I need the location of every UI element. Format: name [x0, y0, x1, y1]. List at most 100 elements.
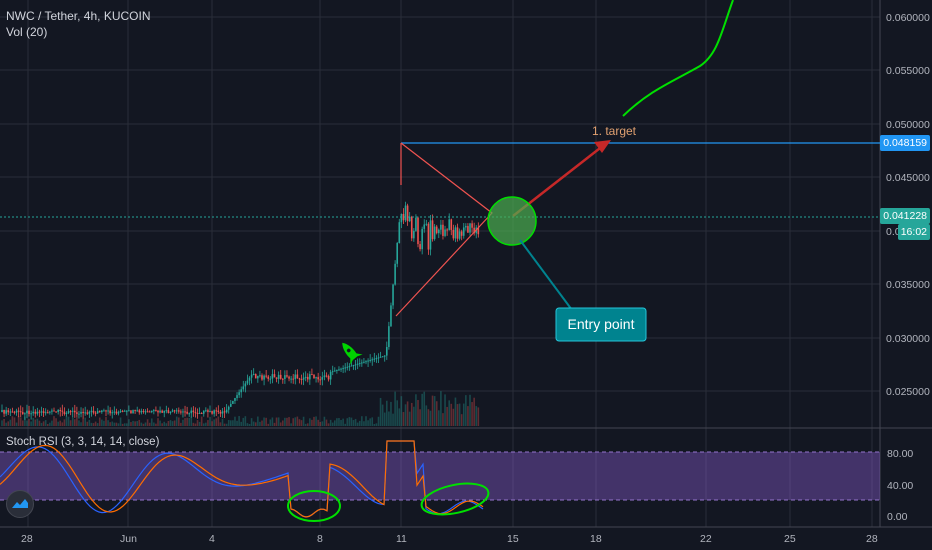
price-tick: 0.035000: [886, 279, 930, 291]
candle-body: [265, 375, 267, 377]
candle-body: [398, 222, 401, 243]
candle-body: [96, 411, 99, 414]
entry-circle[interactable]: [487, 196, 537, 246]
volume-bar: [109, 422, 111, 426]
volume-bar: [1, 420, 3, 426]
price-axis[interactable]: 0.060000 0.055000 0.050000 0.045000 0.04…: [886, 12, 930, 398]
price-tick: 0.045000: [886, 172, 930, 184]
volume-bar: [46, 423, 49, 426]
volume-bar: [313, 416, 315, 426]
candle-body: [250, 374, 253, 378]
candle-body: [63, 411, 66, 414]
symbol-title[interactable]: NWC / Tether, 4h, KUCOIN: [6, 9, 151, 23]
tradingview-logo-icon[interactable]: [6, 490, 34, 518]
volume-bar: [207, 420, 209, 426]
candle-body: [402, 213, 405, 221]
time-axis[interactable]: 28 Jun 4 8 11 15 18 22 25 28: [21, 533, 878, 545]
volume-bar: [76, 416, 78, 426]
candle-body: [350, 365, 353, 367]
volume-indicator-label[interactable]: Vol (20): [6, 25, 48, 39]
rsi-axis[interactable]: 80.00 40.00 0.00: [887, 448, 913, 523]
candle-body: [159, 410, 161, 413]
volume-bar: [236, 420, 238, 426]
rsi-circle-1[interactable]: [287, 490, 341, 522]
candle-body: [336, 369, 338, 371]
price-tick: 0.055000: [886, 65, 930, 77]
volume-bar: [213, 419, 215, 426]
rsi-tick: 80.00: [887, 448, 913, 460]
volume-bar: [271, 417, 274, 426]
volume-bar: [146, 419, 149, 426]
candle-body: [386, 347, 388, 356]
candle-body: [119, 410, 122, 412]
volume-bar: [282, 420, 284, 426]
candle-body: [361, 362, 363, 364]
candle-body: [273, 374, 276, 378]
volume-bar: [9, 419, 12, 426]
projection-curve[interactable]: [622, 0, 734, 117]
volume-bar: [390, 401, 392, 426]
volume-bar: [325, 419, 328, 426]
candle-body: [59, 410, 62, 412]
candle-body: [240, 389, 242, 393]
volume-bar: [475, 406, 478, 426]
candle-body: [42, 411, 45, 414]
volume-bar: [157, 418, 159, 426]
candle-body: [338, 369, 340, 371]
volume-bar: [94, 421, 97, 426]
volume-bar: [273, 422, 276, 426]
candle-body: [190, 410, 193, 414]
countdown-badge: 16:02: [897, 224, 930, 240]
candle-body: [180, 411, 182, 413]
volume-bar: [186, 417, 188, 426]
volume-bar: [44, 420, 47, 426]
last-price-badge: 0.041228: [880, 208, 930, 224]
candle-body: [383, 355, 386, 357]
entry-callout-pointer: [519, 239, 573, 311]
volume-bar: [469, 394, 471, 426]
candle-body: [396, 243, 398, 264]
volume-bar: [38, 420, 41, 426]
stoch-rsi-label[interactable]: Stoch RSI (3, 3, 14, 14, close): [6, 436, 160, 448]
candle-body: [282, 378, 284, 380]
volume-bar: [323, 416, 326, 426]
candle-body: [44, 412, 47, 414]
volume-bar: [421, 393, 423, 426]
target-arrow-head: [594, 140, 611, 153]
candle-body: [267, 376, 270, 379]
volume-bar: [171, 421, 174, 426]
volume-bar: [369, 418, 371, 426]
candle-body: [433, 226, 436, 240]
candle-body: [188, 413, 190, 415]
candle-body: [340, 368, 342, 370]
volume-bar: [198, 421, 201, 426]
rsi-tick: 40.00: [887, 480, 913, 492]
candle-body: [55, 411, 57, 413]
volume-bar: [24, 416, 26, 426]
candle-body: [435, 226, 438, 234]
candle-body: [431, 220, 434, 240]
candle-body: [153, 410, 155, 412]
rsi-circle-2[interactable]: [419, 478, 491, 520]
volume-bar: [7, 421, 10, 426]
volume-bar: [113, 422, 116, 426]
volume-bar: [402, 412, 405, 426]
time-tick: Jun: [120, 533, 137, 545]
volume-bar: [465, 395, 467, 426]
candle-body: [84, 412, 86, 414]
volume-bar: [394, 391, 396, 426]
candle-body: [213, 410, 215, 414]
volume-bar: [429, 410, 432, 426]
volume-bar: [15, 422, 18, 426]
volume-bar: [117, 423, 120, 426]
volume-bar: [379, 397, 382, 426]
volume-bar: [53, 416, 55, 426]
candle-body: [148, 411, 151, 413]
volume-bar: [232, 420, 234, 426]
volume-bar: [329, 419, 332, 426]
volume-bar: [230, 420, 232, 426]
entry-callout-box[interactable]: [555, 307, 647, 342]
volume-bar: [74, 419, 76, 426]
candle-body: [394, 263, 396, 285]
